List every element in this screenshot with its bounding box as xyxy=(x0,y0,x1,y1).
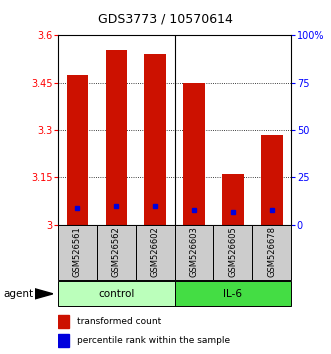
Bar xyxy=(97,225,136,280)
Bar xyxy=(175,281,291,306)
Bar xyxy=(136,225,175,280)
Bar xyxy=(175,225,213,280)
Text: GSM526603: GSM526603 xyxy=(190,226,199,276)
Bar xyxy=(183,83,205,225)
Text: IL-6: IL-6 xyxy=(223,289,242,299)
Text: transformed count: transformed count xyxy=(76,317,161,326)
Bar xyxy=(58,315,69,328)
Bar xyxy=(252,225,291,280)
Bar xyxy=(58,225,97,280)
Text: GSM526562: GSM526562 xyxy=(112,226,121,276)
Text: percentile rank within the sample: percentile rank within the sample xyxy=(76,336,230,345)
Text: GSM526678: GSM526678 xyxy=(267,225,276,276)
Bar xyxy=(222,174,244,225)
Bar xyxy=(144,55,166,225)
Text: GSM526605: GSM526605 xyxy=(228,226,237,276)
Bar xyxy=(58,334,69,347)
Text: GDS3773 / 10570614: GDS3773 / 10570614 xyxy=(98,12,233,25)
Bar xyxy=(213,225,252,280)
Text: GSM526561: GSM526561 xyxy=(73,226,82,276)
Text: GSM526602: GSM526602 xyxy=(151,226,160,276)
Bar xyxy=(106,50,127,225)
Text: agent: agent xyxy=(3,289,33,299)
Text: control: control xyxy=(98,289,134,299)
Bar xyxy=(67,75,88,225)
Bar xyxy=(58,281,175,306)
Bar xyxy=(261,135,283,225)
Polygon shape xyxy=(35,289,53,299)
